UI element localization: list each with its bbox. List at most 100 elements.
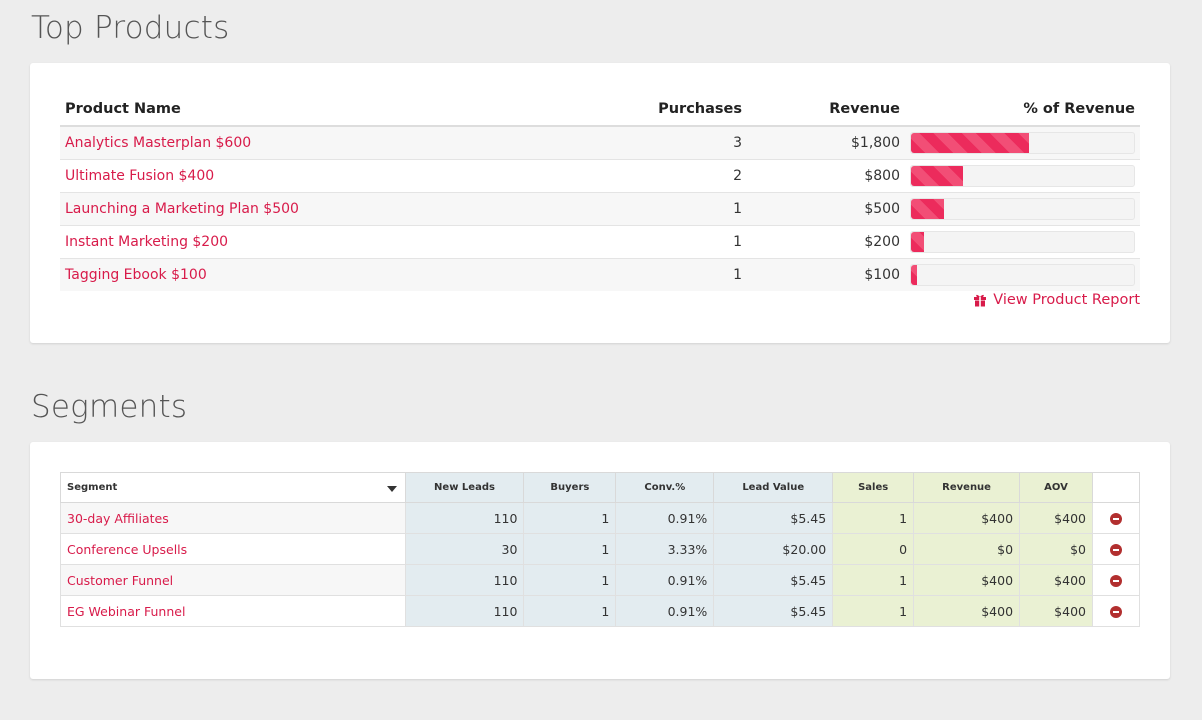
view-product-report-link[interactable]: View Product Report (973, 292, 1140, 308)
column-header-sales[interactable]: Sales (832, 472, 915, 503)
buyers-cell: 1 (523, 502, 617, 534)
column-header-purchases[interactable]: Purchases (620, 93, 747, 127)
table-row: Analytics Masterplan $600 3 $1,800 (60, 126, 1140, 160)
product-link[interactable]: Ultimate Fusion $400 (65, 167, 215, 184)
revenue-cell: $400 (913, 564, 1021, 596)
purchases-cell: 2 (620, 159, 747, 193)
revenue-percent-cell (905, 192, 1140, 226)
top-products-card: Product Name Purchases Revenue % of Reve… (30, 63, 1170, 343)
column-header-revenue[interactable]: Revenue (747, 93, 905, 127)
segment-link[interactable]: 30-day Affiliates (67, 510, 169, 526)
segments-title: Segments (31, 389, 188, 425)
conv-cell: 0.91% (615, 564, 715, 596)
aov-cell: $400 (1019, 564, 1093, 596)
top-products-title: Top Products (31, 10, 230, 46)
product-link[interactable]: Analytics Masterplan $600 (65, 134, 252, 151)
segment-link[interactable]: EG Webinar Funnel (67, 603, 186, 619)
product-link[interactable]: Launching a Marketing Plan $500 (65, 200, 299, 217)
sales-cell: 1 (832, 564, 915, 596)
minus-circle-icon[interactable] (1109, 606, 1122, 618)
purchases-cell: 1 (620, 258, 747, 291)
column-header-lead-value[interactable]: Lead Value (713, 472, 834, 503)
sales-cell: 1 (832, 595, 915, 627)
buyers-cell: 1 (523, 564, 617, 596)
revenue-percent-cell (905, 225, 1140, 259)
minus-circle-icon[interactable] (1109, 544, 1122, 556)
table-row: 30-day Affiliates 110 1 0.91% $5.45 1 $4… (60, 502, 1141, 534)
caret-down-icon[interactable] (386, 486, 397, 492)
column-header-revenue-percent[interactable]: % of Revenue (905, 93, 1140, 127)
minus-circle-icon[interactable] (1109, 575, 1122, 587)
revenue-percent-cell (905, 258, 1140, 291)
purchases-cell: 1 (620, 192, 747, 226)
revenue-cell: $200 (747, 225, 905, 259)
segment-sort-header[interactable]: Segment (60, 472, 406, 503)
column-header-revenue[interactable]: Revenue (913, 472, 1021, 503)
product-link[interactable]: Tagging Ebook $100 (65, 266, 207, 283)
column-header-new-leads[interactable]: New Leads (404, 472, 525, 503)
lead-value-cell: $5.45 (713, 502, 834, 534)
revenue-bar-track (910, 164, 1135, 187)
conv-cell: 0.91% (615, 502, 715, 534)
segment-link[interactable]: Conference Upsells (67, 541, 188, 557)
revenue-bar-fill (911, 264, 918, 285)
product-link[interactable]: Instant Marketing $200 (65, 233, 229, 250)
sales-cell: 1 (832, 502, 915, 534)
revenue-cell: $400 (913, 595, 1021, 627)
view-product-report-label: View Product Report (993, 292, 1140, 308)
gift-icon (973, 293, 987, 307)
conv-cell: 3.33% (615, 533, 715, 565)
revenue-bar-track (910, 197, 1135, 220)
column-header-segment: Segment (67, 482, 118, 493)
revenue-bar-track (910, 230, 1135, 253)
top-products-table: Product Name Purchases Revenue % of Reve… (60, 93, 1140, 291)
revenue-cell: $0 (913, 533, 1021, 565)
revenue-cell: $500 (747, 192, 905, 226)
revenue-bar-fill (911, 165, 964, 186)
table-row: Tagging Ebook $100 1 $100 (60, 258, 1140, 291)
remove-cell (1091, 502, 1141, 534)
remove-cell (1091, 533, 1141, 565)
table-row: EG Webinar Funnel 110 1 0.91% $5.45 1 $4… (60, 595, 1141, 627)
new-leads-cell: 110 (404, 595, 525, 627)
revenue-cell: $100 (747, 258, 905, 291)
purchases-cell: 1 (620, 225, 747, 259)
table-row: Conference Upsells 30 1 3.33% $20.00 0 $… (60, 533, 1141, 565)
buyers-cell: 1 (523, 533, 617, 565)
revenue-cell: $1,800 (747, 126, 905, 160)
remove-cell (1091, 564, 1141, 596)
table-header-row: Product Name Purchases Revenue % of Reve… (60, 93, 1140, 127)
revenue-cell: $800 (747, 159, 905, 193)
segments-table: Segment New Leads Buyers Conv.% Lead Val… (60, 472, 1141, 627)
revenue-cell: $400 (913, 502, 1021, 534)
revenue-bar-fill (911, 231, 925, 252)
sales-cell: 0 (832, 533, 915, 565)
lead-value-cell: $5.45 (713, 595, 834, 627)
segments-card: Segment New Leads Buyers Conv.% Lead Val… (30, 442, 1170, 679)
revenue-bar-track (910, 131, 1135, 154)
new-leads-cell: 110 (404, 564, 525, 596)
table-header-row: Segment New Leads Buyers Conv.% Lead Val… (60, 472, 1141, 503)
minus-circle-icon[interactable] (1109, 513, 1122, 525)
revenue-percent-cell (905, 126, 1140, 160)
column-header-aov[interactable]: AOV (1019, 472, 1093, 503)
aov-cell: $400 (1019, 502, 1093, 534)
revenue-bar-fill (911, 198, 944, 219)
segment-link[interactable]: Customer Funnel (67, 572, 174, 588)
table-row: Ultimate Fusion $400 2 $800 (60, 159, 1140, 193)
table-row: Launching a Marketing Plan $500 1 $500 (60, 192, 1140, 226)
table-row: Customer Funnel 110 1 0.91% $5.45 1 $400… (60, 564, 1141, 596)
column-header-actions (1091, 472, 1141, 503)
purchases-cell: 3 (620, 126, 747, 160)
remove-cell (1091, 595, 1141, 627)
aov-cell: $400 (1019, 595, 1093, 627)
column-header-conv[interactable]: Conv.% (615, 472, 715, 503)
revenue-bar-track (910, 263, 1135, 286)
lead-value-cell: $20.00 (713, 533, 834, 565)
conv-cell: 0.91% (615, 595, 715, 627)
revenue-bar-fill (911, 132, 1030, 153)
buyers-cell: 1 (523, 595, 617, 627)
new-leads-cell: 110 (404, 502, 525, 534)
column-header-product-name[interactable]: Product Name (60, 93, 620, 127)
column-header-buyers[interactable]: Buyers (523, 472, 617, 503)
